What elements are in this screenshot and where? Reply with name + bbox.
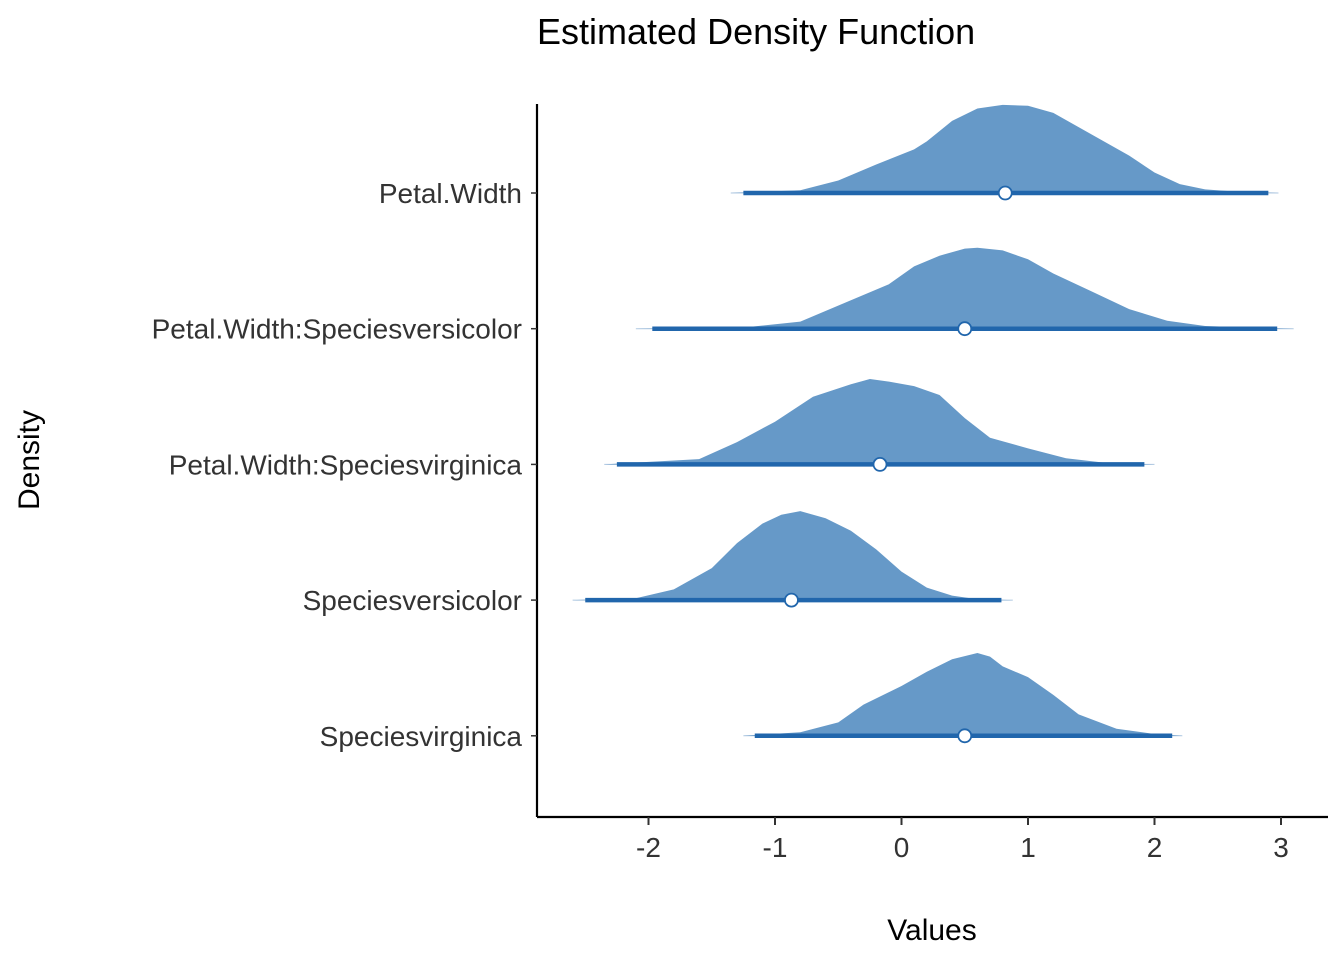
y-tick-label: Speciesversicolor [303, 585, 522, 616]
x-axis-title: Values [887, 914, 977, 947]
density-area [604, 379, 1155, 465]
density-area [635, 247, 1294, 329]
median-point [957, 728, 973, 744]
median-point [784, 592, 799, 608]
median-point [957, 321, 973, 337]
x-tick-label: -1 [763, 832, 788, 863]
density-area [730, 104, 1279, 193]
y-tick-label: Petal.Width:Speciesvirginica [169, 449, 523, 480]
x-tick-label: -2 [636, 832, 661, 863]
median-point [872, 456, 888, 472]
y-tick-label: Petal.Width:Speciesversicolor [152, 314, 522, 345]
x-tick-label: 2 [1147, 832, 1163, 863]
x-tick-label: 3 [1273, 832, 1289, 863]
density-area [572, 511, 1013, 601]
density-area [743, 653, 1183, 736]
median-point [997, 185, 1013, 201]
chart-title: Estimated Density Function [537, 11, 975, 52]
x-tick-label: 0 [894, 832, 910, 863]
y-axis-title: Density [13, 410, 46, 510]
x-tick-label: 1 [1020, 832, 1036, 863]
y-tick-label: Petal.Width [379, 178, 522, 209]
y-tick-label: Speciesvirginica [320, 721, 523, 752]
plot-area: -2 -1 0 1 2 3 Petal.Width Petal.Width:Speciesve… [152, 104, 1328, 863]
